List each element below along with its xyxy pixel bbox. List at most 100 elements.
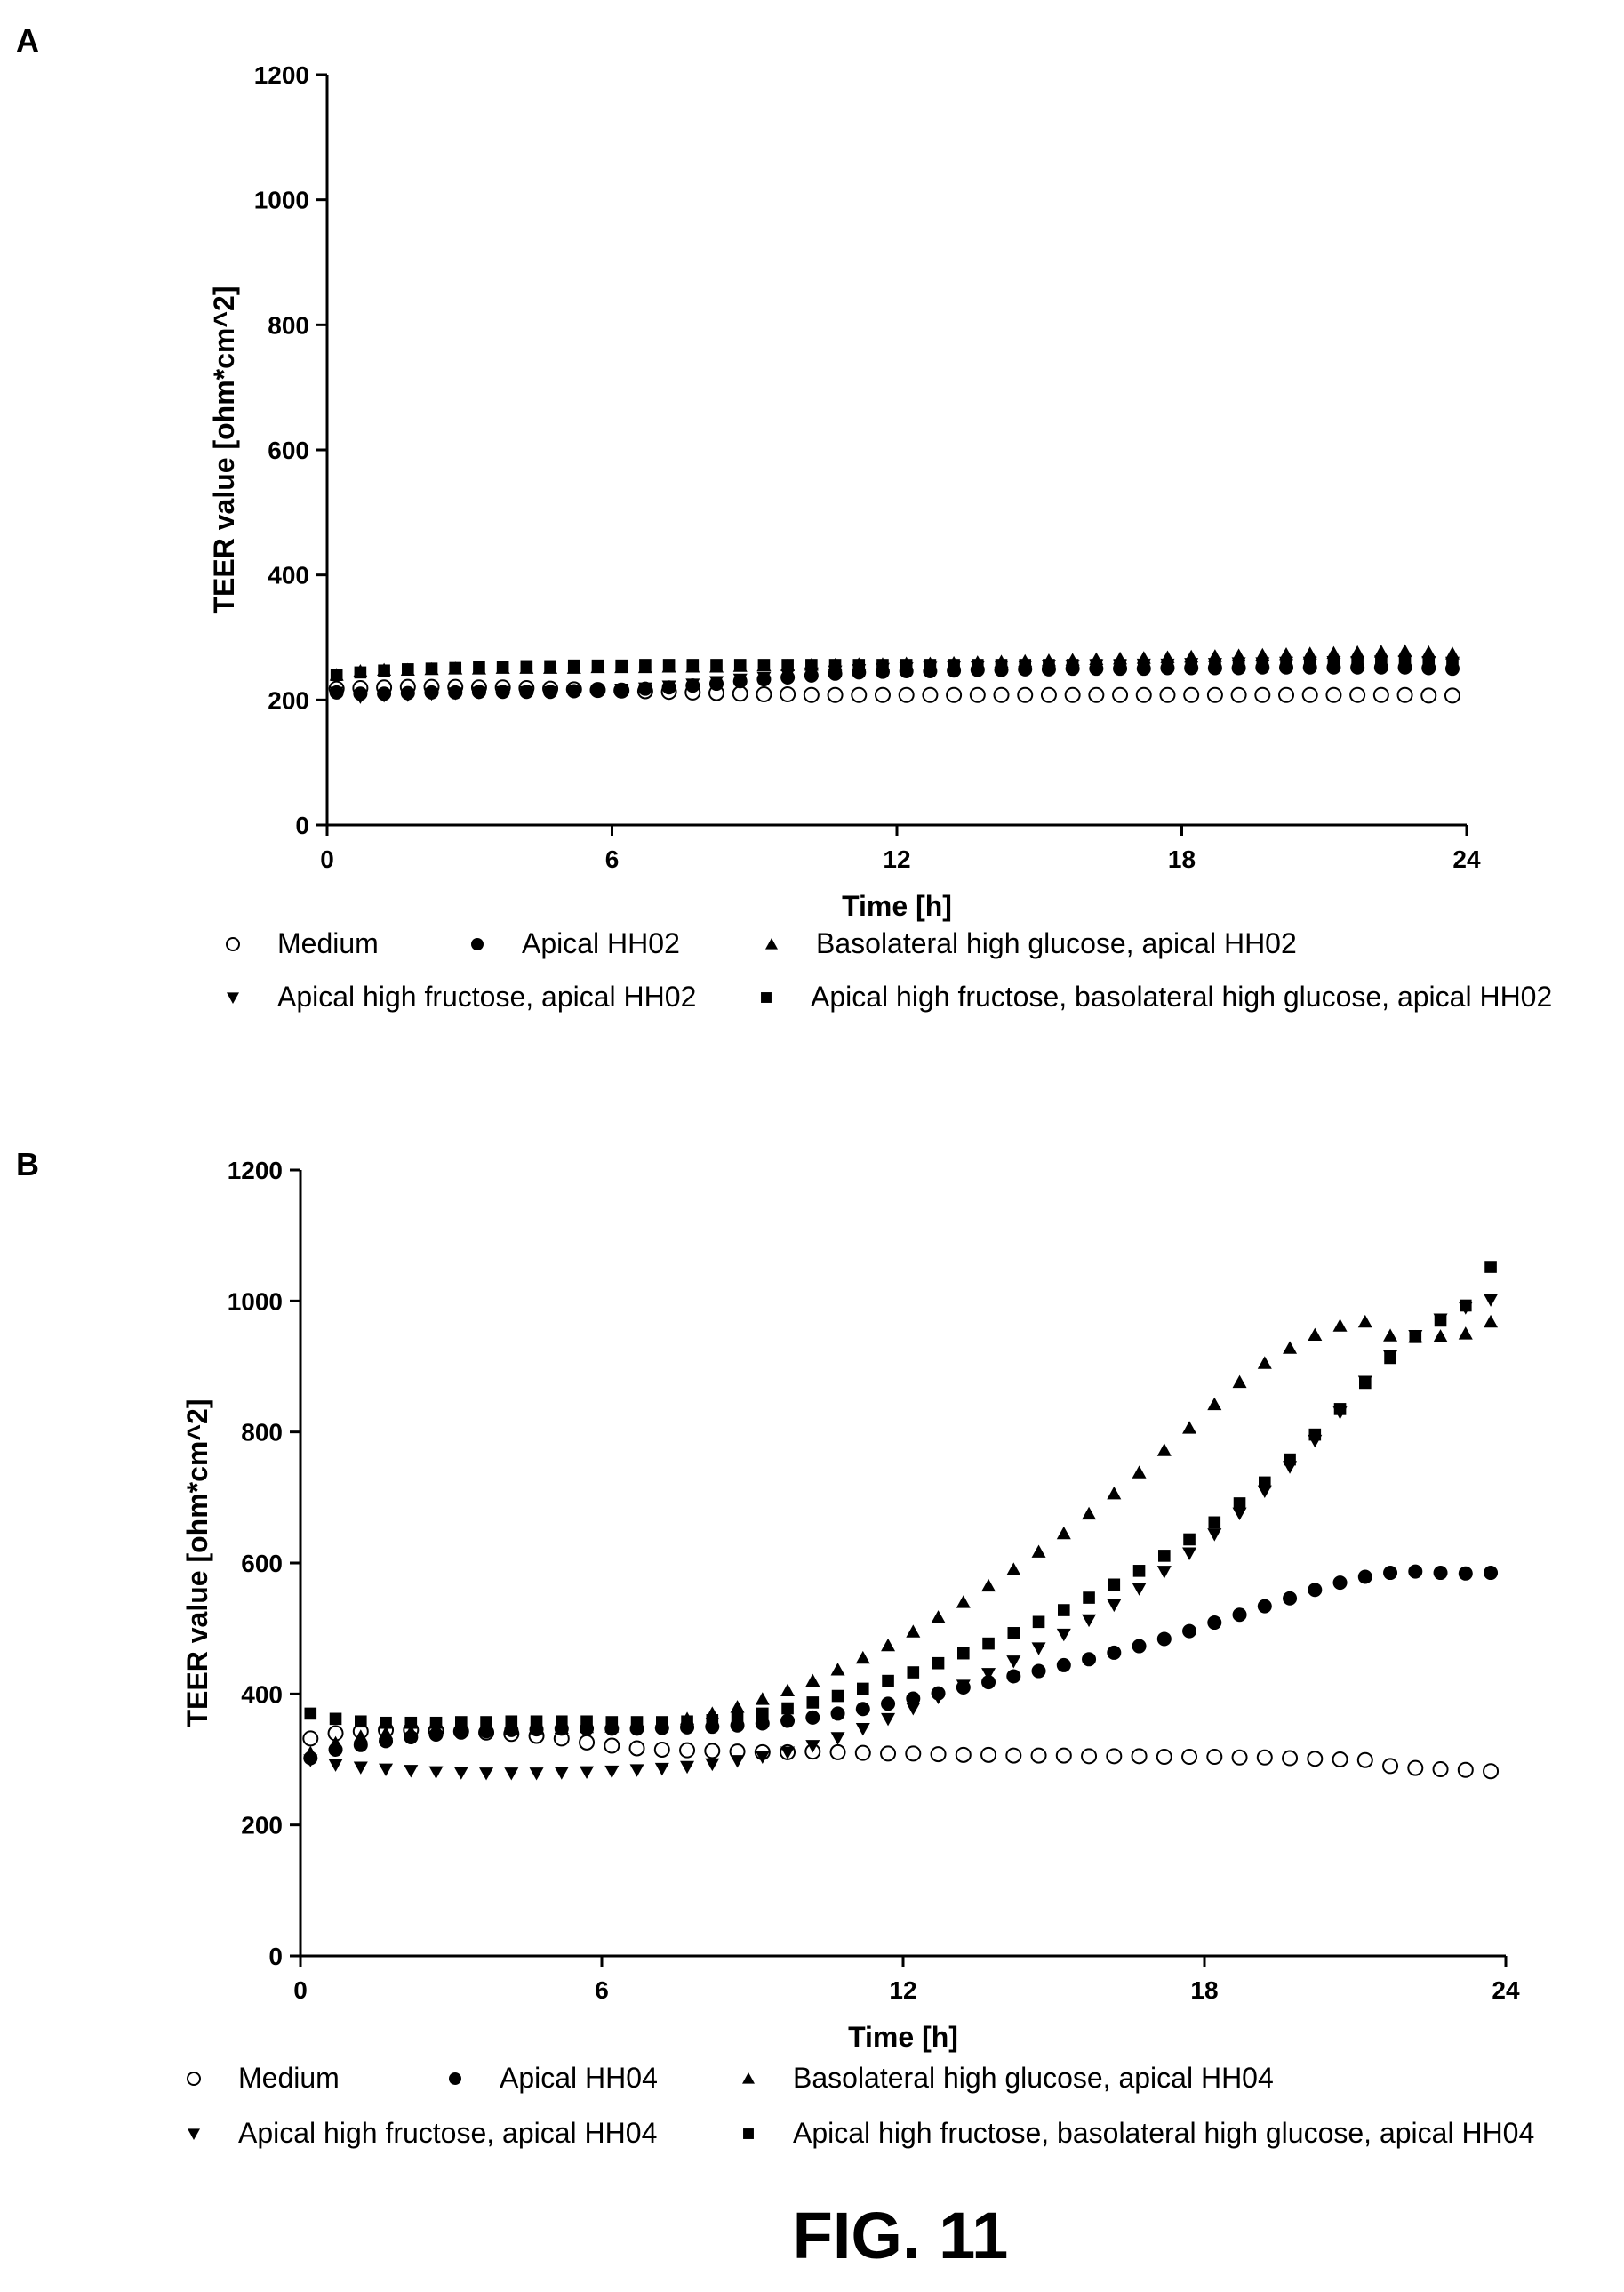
data-point — [1185, 659, 1197, 671]
data-point — [900, 659, 913, 671]
data-point — [905, 1745, 922, 1762]
data-point — [706, 1714, 719, 1727]
data-point — [1107, 1599, 1122, 1613]
series-3 — [303, 1294, 1499, 1781]
data-point — [686, 659, 700, 671]
legend-label: Apical HH04 — [500, 2062, 658, 2094]
data-point — [1232, 1607, 1247, 1623]
data-point — [614, 683, 629, 697]
chart-panel-b: 0 200 400 600 800 1000 1200 0 6 12 18 24 Time [h] TEE… — [181, 1157, 1534, 2149]
legend-entry-1: Apical HH02 — [471, 927, 680, 959]
data-point — [567, 659, 580, 672]
data-point — [1182, 1421, 1197, 1434]
legend-marker — [761, 992, 772, 1003]
data-point — [805, 1710, 820, 1725]
data-point — [303, 1754, 318, 1767]
legend-entry-4: Apical high fructose, basolateral high g… — [743, 2117, 1534, 2149]
x-axis-title: Time [h] — [848, 2021, 958, 2053]
data-point — [1107, 1645, 1122, 1660]
y-tick-label: 0 — [268, 1943, 283, 1970]
data-point — [1031, 1663, 1046, 1679]
data-point — [1483, 1763, 1500, 1780]
data-point — [400, 689, 415, 702]
data-point — [874, 686, 891, 703]
data-point — [453, 1767, 468, 1780]
data-point — [1350, 645, 1365, 659]
data-point — [1257, 1599, 1272, 1614]
data-point — [710, 659, 723, 671]
data-point — [755, 1716, 770, 1731]
data-point — [1301, 686, 1318, 703]
data-point — [1112, 686, 1129, 703]
legend-label: Medium — [238, 2062, 340, 2094]
data-point — [1106, 1748, 1123, 1765]
legend-entry-3: Apical high fructose, apical HH04 — [188, 2117, 657, 2149]
legend-label: Apical high fructose, basolateral high g… — [793, 2117, 1534, 2149]
data-point — [615, 659, 628, 672]
data-point — [656, 1716, 668, 1728]
data-point — [604, 1765, 620, 1779]
data-point — [1056, 1526, 1071, 1540]
data-point — [1256, 1749, 1273, 1766]
data-point — [1082, 1614, 1097, 1628]
data-point — [495, 685, 510, 700]
data-point — [529, 1767, 544, 1781]
data-point — [1332, 1751, 1348, 1767]
data-point — [1384, 1351, 1396, 1365]
data-point — [855, 1702, 870, 1717]
data-point — [1156, 1631, 1172, 1647]
data-point — [1484, 1294, 1499, 1307]
data-point — [831, 1689, 844, 1703]
data-point — [880, 1745, 897, 1762]
data-point — [662, 659, 676, 671]
data-point — [981, 1578, 996, 1592]
data-point — [1283, 1341, 1298, 1354]
data-point — [1005, 1747, 1022, 1764]
data-point — [1325, 686, 1342, 703]
data-point — [972, 659, 984, 671]
data-point — [1409, 1331, 1422, 1343]
y-axis-title: TEER value [ohm*cm^2] — [181, 1399, 213, 1727]
data-point — [1282, 1750, 1299, 1767]
data-point — [855, 1722, 870, 1736]
data-point — [1326, 645, 1341, 659]
data-point — [1131, 1748, 1148, 1765]
legend-marker — [226, 937, 240, 951]
legend-label: Apical HH02 — [522, 927, 680, 959]
data-point — [906, 1691, 921, 1706]
data-point — [330, 669, 343, 681]
data-point — [757, 659, 771, 671]
data-point — [1114, 659, 1126, 671]
data-point — [529, 1721, 544, 1735]
legend-marker — [742, 2072, 755, 2084]
data-point — [705, 1758, 720, 1772]
data-point — [1030, 1747, 1047, 1764]
data-point — [480, 1716, 492, 1728]
legend-marker — [449, 2072, 461, 2085]
data-point — [1375, 657, 1388, 670]
data-point — [424, 687, 439, 701]
data-point — [780, 1713, 796, 1728]
data-point — [1283, 1591, 1298, 1606]
data-point — [1132, 1639, 1147, 1654]
data-point — [1408, 1564, 1423, 1579]
data-point — [1132, 1583, 1147, 1596]
data-point — [1032, 1615, 1045, 1629]
legend-entry-2: Basolateral high glucose, apical HH04 — [742, 2062, 1274, 2094]
data-point — [1090, 659, 1103, 671]
data-point — [328, 1759, 343, 1772]
data-point — [881, 1696, 896, 1711]
data-point — [1107, 1486, 1122, 1500]
y-tick-label: 1000 — [228, 1287, 283, 1315]
data-point — [453, 1722, 468, 1736]
y-tick-label: 800 — [241, 1419, 283, 1447]
data-point — [685, 678, 700, 692]
data-point — [993, 686, 1010, 703]
legend-label: Basolateral high glucose, apical HH02 — [816, 927, 1297, 959]
data-point — [302, 1730, 319, 1747]
data-point — [1183, 686, 1200, 703]
data-point — [605, 1716, 619, 1728]
data-point — [1446, 657, 1459, 670]
data-point — [496, 661, 509, 673]
data-point — [733, 659, 747, 671]
